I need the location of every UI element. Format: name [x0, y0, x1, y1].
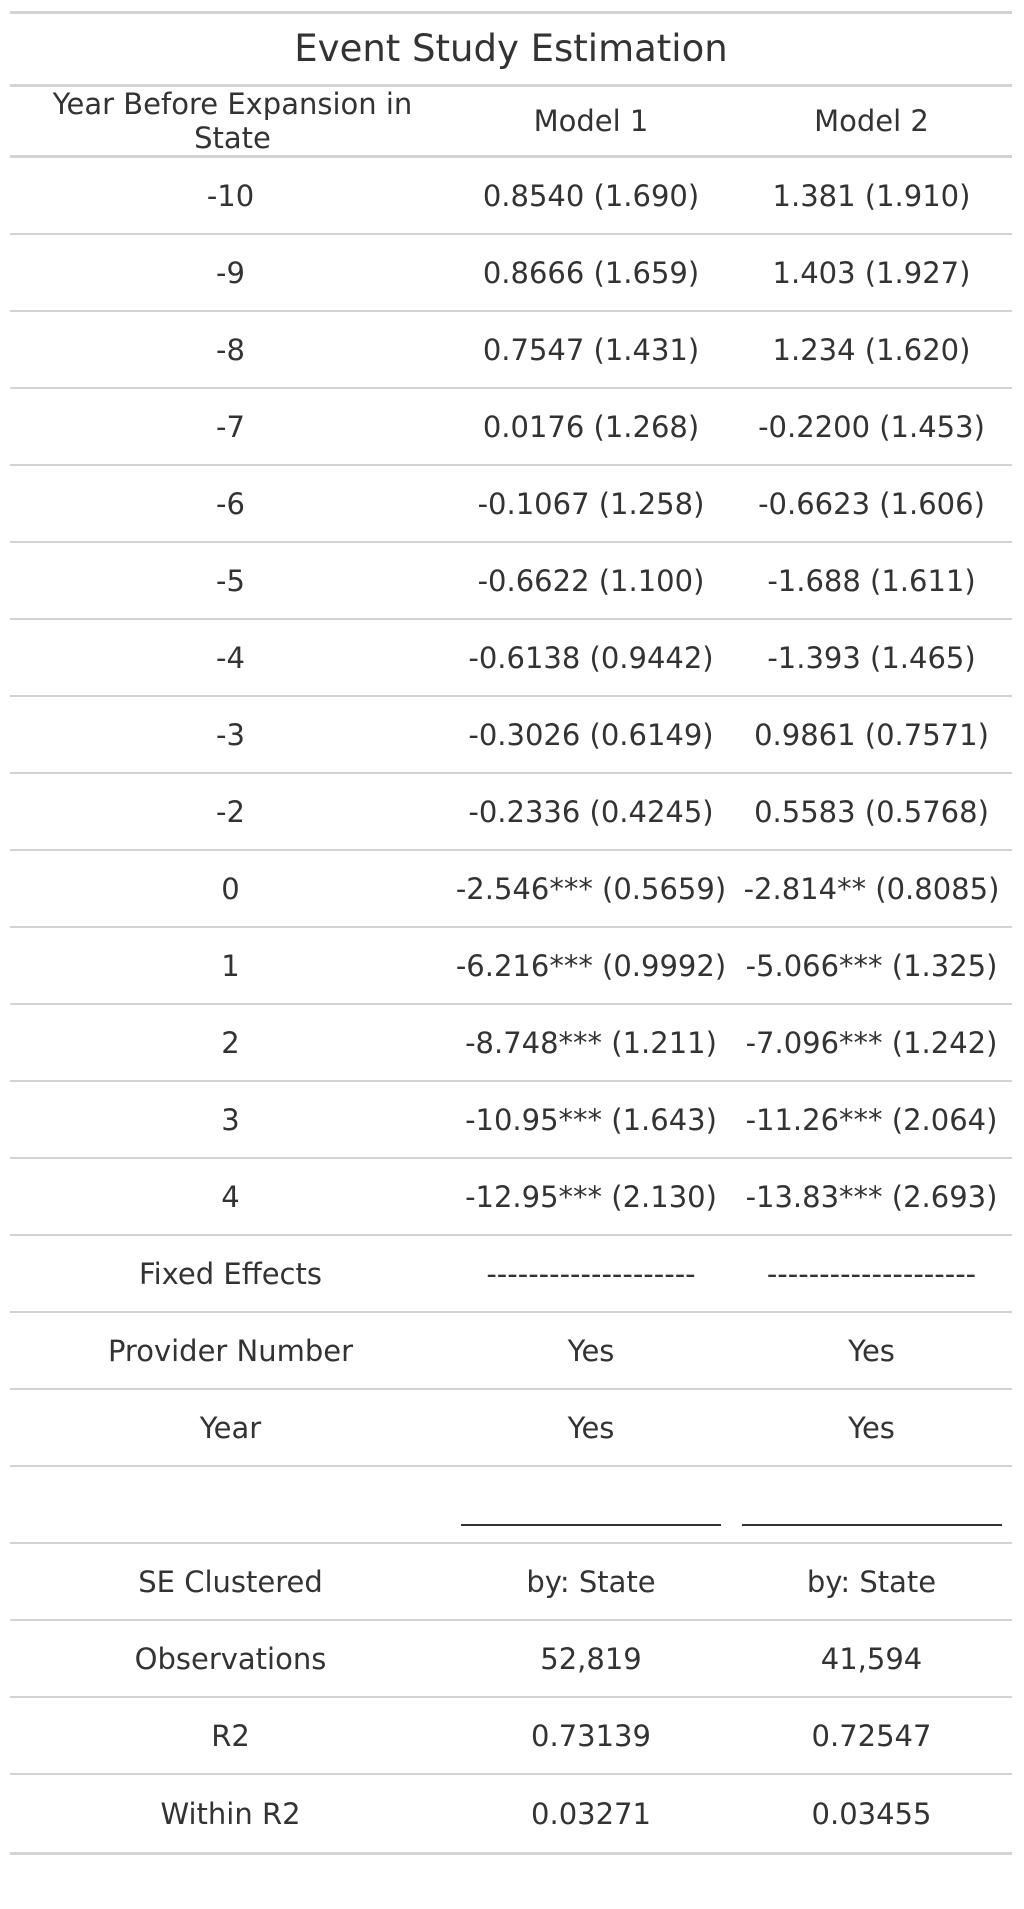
table-stats: SE Clustered by: State by: State Observatio… [10, 1544, 1012, 1852]
title-rule [10, 84, 1012, 87]
model-1-value: 0.8666 (1.659) [482, 255, 700, 290]
row-label: Within R2 [160, 1796, 301, 1831]
table-row: Fixed Effects -------------------- -------… [10, 1236, 1012, 1313]
model-1-value: Yes [567, 1333, 615, 1368]
row-label: -3 [216, 717, 245, 752]
model-2-value: -1.393 (1.465) [767, 640, 976, 675]
table-row: -8 0.7547 (1.431) 1.234 (1.620) [10, 312, 1012, 389]
row-label: -5 [216, 563, 245, 598]
row-label: 2 [221, 1025, 240, 1060]
model-1-value: 0.73139 [531, 1718, 651, 1753]
model-1-value: -0.3026 (0.6149) [468, 717, 714, 752]
model-2-value: -0.6623 (1.606) [758, 486, 985, 521]
bottom-rule [10, 1852, 1012, 1855]
row-label: -10 [206, 178, 255, 213]
row-label: -2 [216, 794, 245, 829]
model-2-value: -7.096*** (1.242) [745, 1025, 998, 1060]
model-1-value: -0.1067 (1.258) [477, 486, 705, 521]
model-2-value: -5.066*** (1.325) [745, 948, 998, 983]
row-label: Observations [134, 1641, 327, 1676]
table-row: R2 0.73139 0.72547 [10, 1698, 1012, 1775]
model-2-value: Yes [848, 1410, 895, 1445]
model-1-value: -8.748*** (1.211) [465, 1025, 717, 1060]
row-label: -8 [216, 332, 245, 367]
row-label: 1 [221, 948, 240, 983]
model-1-value: Yes [567, 1410, 615, 1445]
table-body: -10 0.8540 (1.690) 1.381 (1.910) -9 0.8666 (… [10, 158, 1012, 1467]
row-label: 0 [221, 871, 240, 906]
table-row: SE Clustered by: State by: State [10, 1544, 1012, 1621]
table-row: -4 -0.6138 (0.9442) -1.393 (1.465) [10, 620, 1012, 697]
model-1-value: -0.6622 (1.100) [477, 563, 705, 598]
table-row: -2 -0.2336 (0.4245) 0.5583 (0.5768) [10, 774, 1012, 851]
table-row: Within R2 0.03271 0.03455 [10, 1775, 1012, 1852]
header-rule [10, 155, 1012, 158]
table-row: 4 -12.95*** (2.130) -13.83*** (2.693) [10, 1159, 1012, 1236]
table-row: 1 -6.216*** (0.9992) -5.066*** (1.325) [10, 928, 1012, 1005]
table-row: 2 -8.748*** (1.211) -7.096*** (1.242) [10, 1005, 1012, 1082]
table-row: Observations 52,819 41,594 [10, 1621, 1012, 1698]
model-1-value: -0.2336 (0.4245) [468, 794, 714, 829]
row-label: -6 [216, 486, 245, 521]
column-header-variable: Year Before Expansion in State [52, 87, 413, 155]
regression-table: Event Study Estimation Year Before Expan… [10, 11, 1012, 1855]
row-label: 3 [221, 1102, 240, 1137]
separator-model-2 [731, 1467, 1012, 1542]
model-2-value: 1.403 (1.927) [772, 255, 971, 290]
model-1-value: -2.546*** (0.5659) [455, 871, 727, 906]
table-row: -6 -0.1067 (1.258) -0.6623 (1.606) [10, 466, 1012, 543]
table-row: -7 0.0176 (1.268) -0.2200 (1.453) [10, 389, 1012, 466]
row-label: -4 [216, 640, 245, 675]
model-2-value: -0.2200 (1.453) [758, 409, 985, 444]
table-title: Event Study Estimation [294, 27, 728, 70]
top-rule [10, 11, 1012, 14]
model-2-value: 0.72547 [811, 1718, 932, 1753]
table-row: -3 -0.3026 (0.6149) 0.9861 (0.7571) [10, 697, 1012, 774]
model-2-value: 0.9861 (0.7571) [754, 717, 989, 752]
row-label: Provider Number [107, 1333, 354, 1368]
row-label: Fixed Effects [139, 1256, 322, 1291]
row-label: -9 [216, 255, 245, 290]
model-2-value: -------------------- [766, 1256, 977, 1291]
model-1-value: -10.95*** (1.643) [465, 1102, 717, 1137]
model-1-value: 0.7547 (1.431) [482, 332, 700, 367]
model-1-value: -0.6138 (0.9442) [468, 640, 714, 675]
table-row: -10 0.8540 (1.690) 1.381 (1.910) [10, 158, 1012, 235]
model-2-value: Yes [848, 1333, 895, 1368]
model-2-value: -1.688 (1.611) [767, 563, 976, 598]
separator-row [10, 1467, 1012, 1544]
model-2-value: -11.26*** (2.064) [745, 1102, 998, 1137]
row-label: SE Clustered [138, 1564, 323, 1599]
model-2-value: -2.814** (0.8085) [743, 871, 1000, 906]
column-header-model-2: Model 2 [814, 104, 929, 138]
model-2-value: -13.83*** (2.693) [745, 1179, 998, 1214]
model-2-value: 0.5583 (0.5768) [754, 794, 989, 829]
model-1-value: by: State [526, 1564, 656, 1599]
row-label: 4 [221, 1179, 240, 1214]
model-2-value: 1.234 (1.620) [772, 332, 971, 367]
table-row: 0 -2.546*** (0.5659) -2.814** (0.8085) [10, 851, 1012, 928]
row-label: R2 [211, 1718, 250, 1753]
model-2-value: 41,594 [820, 1641, 923, 1676]
table-row: Year Yes Yes [10, 1390, 1012, 1467]
row-label: Year [199, 1410, 262, 1445]
table-row: Provider Number Yes Yes [10, 1313, 1012, 1390]
row-label: -7 [216, 409, 245, 444]
model-2-value: by: State [806, 1564, 937, 1599]
model-1-value: -------------------- [486, 1256, 696, 1291]
model-1-value: -6.216*** (0.9992) [455, 948, 727, 983]
table-row: -9 0.8666 (1.659) 1.403 (1.927) [10, 235, 1012, 312]
model-2-value: 0.03455 [811, 1796, 932, 1831]
table-row: 3 -10.95*** (1.643) -11.26*** (2.064) [10, 1082, 1012, 1159]
model-1-value: 0.0176 (1.268) [482, 409, 700, 444]
model-1-value: 0.03271 [531, 1796, 651, 1831]
column-header-row: Year Before Expansion in State Model 1 M… [10, 87, 1012, 155]
model-1-value: -12.95*** (2.130) [465, 1179, 717, 1214]
separator-model-1 [451, 1467, 731, 1542]
model-2-value: 1.381 (1.910) [772, 178, 971, 213]
model-1-value: 52,819 [540, 1641, 642, 1676]
table-row: -5 -0.6622 (1.100) -1.688 (1.611) [10, 543, 1012, 620]
model-1-value: 0.8540 (1.690) [482, 178, 700, 213]
column-header-model-1: Model 1 [533, 104, 649, 138]
